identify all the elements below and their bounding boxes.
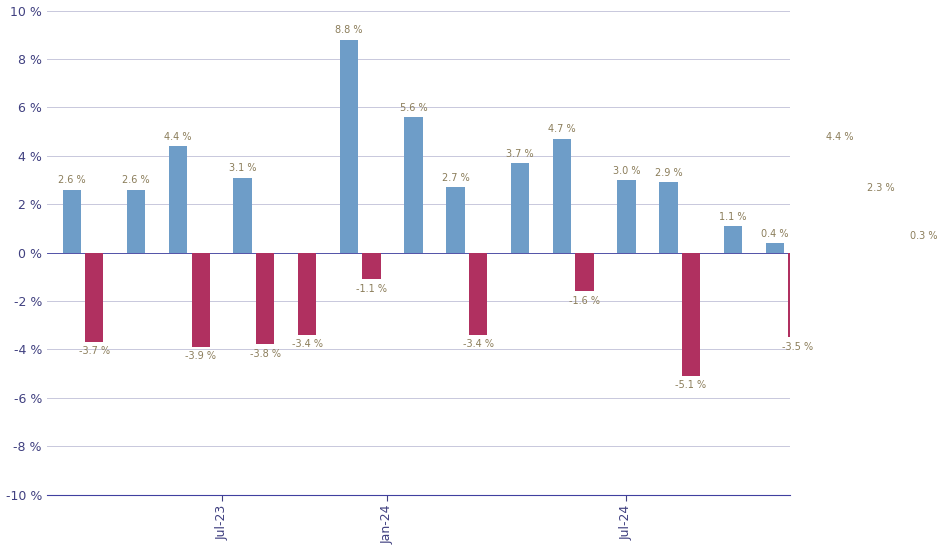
Text: 0.3 %: 0.3 % <box>910 231 937 241</box>
Bar <box>63 190 81 252</box>
Text: -5.1 %: -5.1 % <box>676 380 707 390</box>
Bar <box>233 178 252 252</box>
Text: -3.8 %: -3.8 % <box>250 349 281 359</box>
Text: -3.9 %: -3.9 % <box>185 351 216 361</box>
Bar <box>127 190 146 252</box>
Text: 2.3 %: 2.3 % <box>868 183 895 192</box>
Text: 4.7 %: 4.7 % <box>548 124 576 134</box>
Text: 3.0 %: 3.0 % <box>613 166 640 175</box>
Bar <box>659 183 678 252</box>
Text: 2.6 %: 2.6 % <box>58 175 86 185</box>
Text: 4.4 %: 4.4 % <box>825 131 854 142</box>
Text: 2.9 %: 2.9 % <box>654 168 682 178</box>
Bar <box>872 197 890 252</box>
Text: -1.1 %: -1.1 % <box>356 283 387 294</box>
Bar <box>469 252 487 335</box>
Text: -3.7 %: -3.7 % <box>79 346 110 356</box>
Text: -3.4 %: -3.4 % <box>462 339 494 349</box>
Bar <box>682 252 700 376</box>
Text: 2.7 %: 2.7 % <box>442 173 469 183</box>
Text: -1.6 %: -1.6 % <box>569 295 600 306</box>
Text: 0.4 %: 0.4 % <box>761 228 789 239</box>
Text: -3.5 %: -3.5 % <box>782 342 813 351</box>
Bar <box>766 243 784 252</box>
Bar <box>789 252 807 337</box>
Bar <box>830 146 849 252</box>
Text: 2.6 %: 2.6 % <box>122 175 150 185</box>
Bar <box>256 252 274 344</box>
Bar <box>575 252 594 292</box>
Text: 1.1 %: 1.1 % <box>719 212 746 222</box>
Bar <box>404 117 423 252</box>
Bar <box>192 252 210 347</box>
Bar <box>553 139 572 252</box>
Text: -3.4 %: -3.4 % <box>291 339 322 349</box>
Bar <box>340 40 358 252</box>
Bar <box>298 252 317 335</box>
Bar <box>169 146 187 252</box>
Bar <box>86 252 103 342</box>
Bar <box>510 163 529 252</box>
Bar <box>446 187 464 252</box>
Bar <box>618 180 635 252</box>
Text: 3.7 %: 3.7 % <box>507 148 534 158</box>
Text: 5.6 %: 5.6 % <box>400 103 428 113</box>
Text: 3.1 %: 3.1 % <box>229 163 257 173</box>
Text: 4.4 %: 4.4 % <box>164 131 192 142</box>
Bar <box>914 245 932 252</box>
Bar <box>724 226 742 252</box>
Text: 8.8 %: 8.8 % <box>336 25 363 35</box>
Bar <box>363 252 381 279</box>
